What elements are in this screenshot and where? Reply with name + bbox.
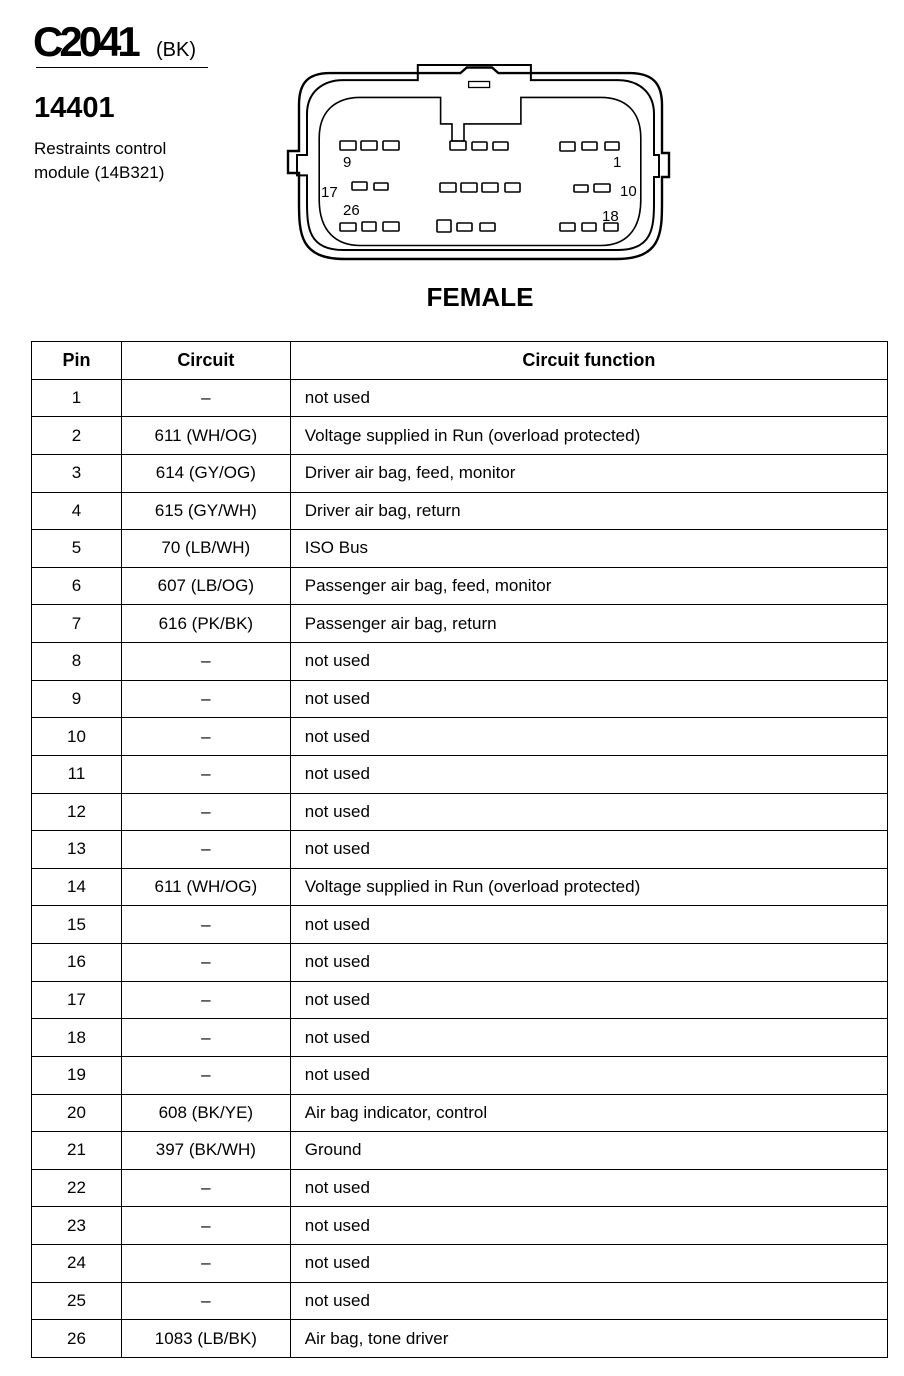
svg-text:1: 1 xyxy=(613,154,621,171)
svg-text:FEMALE: FEMALE xyxy=(427,282,534,310)
svg-text:9: 9 xyxy=(343,154,351,171)
svg-text:17: 17 xyxy=(321,184,338,201)
svg-text:18: 18 xyxy=(602,208,619,225)
svg-text:10: 10 xyxy=(620,183,637,200)
svg-text:26: 26 xyxy=(343,202,360,219)
